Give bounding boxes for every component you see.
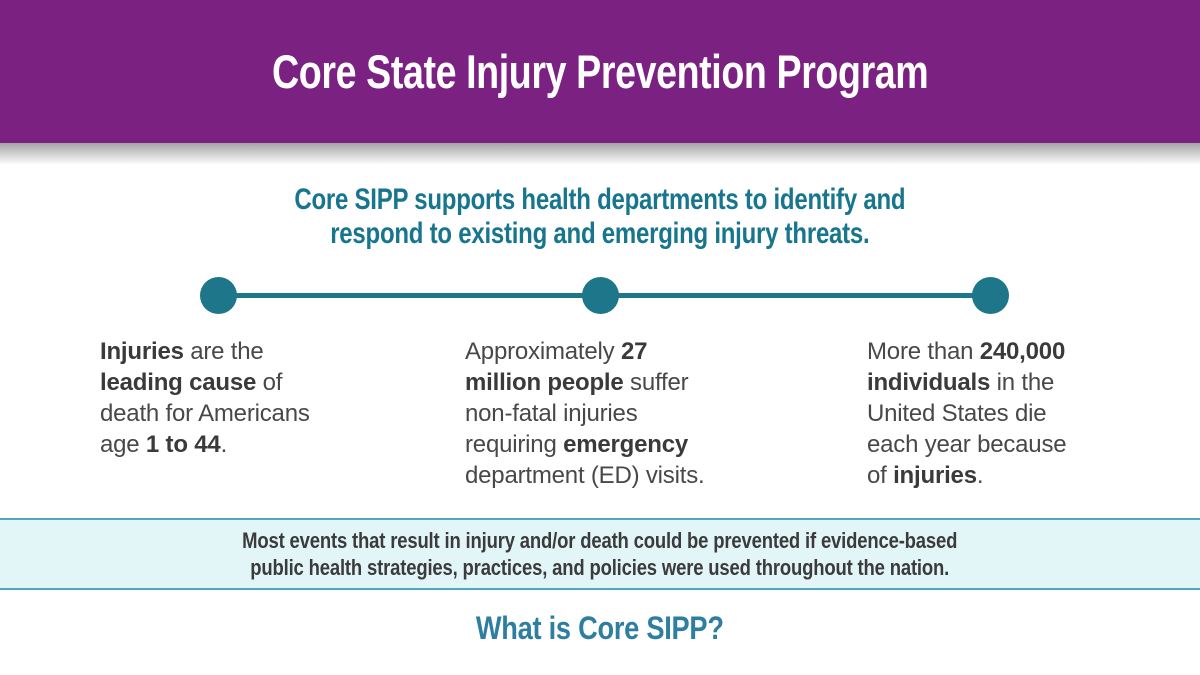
section-heading: What is Core SIPP? <box>476 610 724 646</box>
stat-annual-deaths: More than 240,000 individuals in the Unite… <box>867 338 1067 489</box>
header-shadow <box>0 143 1200 165</box>
stat-nonfatal-injuries: Approximately 27 million people suffer non… <box>465 338 705 489</box>
timeline-dot-1 <box>200 277 237 314</box>
intro-text: Core SIPP supports health departments to… <box>295 183 906 251</box>
timeline-dot-3 <box>972 277 1009 314</box>
header-band: Core State Injury Prevention Program <box>0 0 1200 143</box>
timeline-dot-2 <box>582 277 619 314</box>
prevention-banner: Most events that result in injury and/or… <box>0 518 1200 590</box>
intro-line-1: Core SIPP supports health departments to… <box>294 183 906 216</box>
page-title: Core State Injury Prevention Program <box>271 45 929 98</box>
section-heading-container: What is Core SIPP? <box>0 610 1200 647</box>
banner-line-2: public health strategies, practices, and… <box>250 555 950 580</box>
intro-statement: Core SIPP supports health departments to… <box>0 183 1200 251</box>
prevention-banner-text: Most events that result in injury and/or… <box>242 527 957 581</box>
stat-injuries-leading-cause: Injuries are the leading cause of death fo… <box>100 338 310 458</box>
intro-line-2: respond to existing and emerging injury … <box>330 217 870 250</box>
banner-line-1: Most events that result in injury and/or… <box>242 528 958 553</box>
